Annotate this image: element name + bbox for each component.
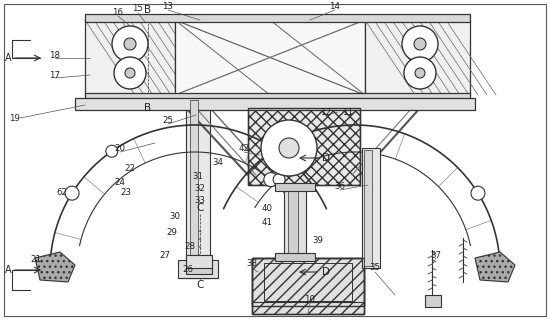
Circle shape (124, 38, 136, 50)
Text: 29: 29 (167, 228, 178, 236)
Text: C: C (196, 280, 204, 290)
Circle shape (279, 138, 299, 158)
Text: B: B (145, 103, 152, 113)
Text: 37: 37 (431, 252, 442, 260)
Text: 36: 36 (334, 181, 345, 190)
Bar (252, 258, 364, 314)
Circle shape (261, 120, 317, 176)
Text: 11: 11 (343, 108, 354, 116)
Text: A: A (5, 265, 12, 275)
Text: 32: 32 (195, 183, 206, 193)
Bar (175, 20, 365, 95)
Bar (284, 183, 306, 258)
Bar (365, 20, 470, 95)
Text: 19: 19 (9, 114, 19, 123)
Text: 14: 14 (329, 2, 340, 11)
Text: 13: 13 (162, 2, 173, 11)
Bar (248, 108, 360, 185)
Text: 26: 26 (183, 266, 194, 275)
Bar (85, 20, 175, 95)
Bar (252, 258, 364, 306)
Text: 21: 21 (30, 255, 41, 265)
Text: 38: 38 (246, 260, 257, 268)
Text: 18: 18 (50, 51, 60, 60)
Text: 28: 28 (184, 242, 195, 251)
Circle shape (471, 186, 485, 200)
Text: D: D (322, 267, 330, 277)
Text: 35: 35 (370, 263, 381, 273)
Text: 41: 41 (261, 218, 272, 227)
Text: 20: 20 (114, 143, 125, 153)
Bar (264, 263, 352, 301)
Bar (364, 150, 372, 266)
Bar (186, 255, 212, 270)
Bar (252, 302, 364, 314)
Bar (252, 302, 364, 314)
Bar (362, 148, 380, 268)
Polygon shape (475, 252, 515, 282)
Bar (288, 185, 298, 256)
Text: 34: 34 (212, 157, 223, 166)
Text: 15: 15 (133, 4, 144, 12)
Bar (85, 93, 470, 101)
Bar (252, 258, 364, 314)
Circle shape (402, 26, 438, 62)
Text: D: D (322, 153, 330, 163)
Bar (425, 295, 441, 307)
Text: 16: 16 (113, 7, 124, 17)
Circle shape (106, 145, 118, 157)
Text: 62: 62 (57, 188, 68, 196)
Text: 27: 27 (160, 252, 170, 260)
Circle shape (414, 38, 426, 50)
Text: 17: 17 (50, 70, 60, 79)
Circle shape (404, 57, 436, 89)
Text: 40: 40 (261, 204, 272, 212)
Bar (85, 14, 470, 22)
Bar (186, 98, 210, 278)
Bar (190, 100, 198, 276)
Text: A: A (5, 53, 12, 63)
Circle shape (112, 26, 148, 62)
Text: 42: 42 (239, 143, 250, 153)
Circle shape (125, 68, 135, 78)
Bar (75, 98, 475, 110)
Text: 25: 25 (162, 116, 173, 124)
Text: 22: 22 (124, 164, 135, 172)
Text: 23: 23 (120, 188, 131, 196)
Text: 31: 31 (192, 172, 204, 180)
Text: 12: 12 (321, 108, 332, 116)
Circle shape (273, 174, 285, 186)
Bar (178, 260, 218, 278)
Circle shape (114, 57, 146, 89)
Text: 24: 24 (114, 178, 125, 187)
Text: 10: 10 (305, 295, 316, 305)
Bar (248, 108, 360, 185)
Text: 33: 33 (195, 196, 206, 204)
Bar (186, 268, 212, 274)
Circle shape (65, 186, 79, 200)
Circle shape (264, 172, 278, 187)
Bar (275, 253, 315, 261)
Text: C: C (196, 203, 204, 213)
Text: B: B (145, 5, 152, 15)
Text: 39: 39 (312, 236, 323, 244)
Text: 30: 30 (169, 212, 180, 220)
Polygon shape (35, 252, 75, 282)
Circle shape (415, 68, 425, 78)
Bar (275, 183, 315, 191)
Bar (252, 258, 364, 306)
